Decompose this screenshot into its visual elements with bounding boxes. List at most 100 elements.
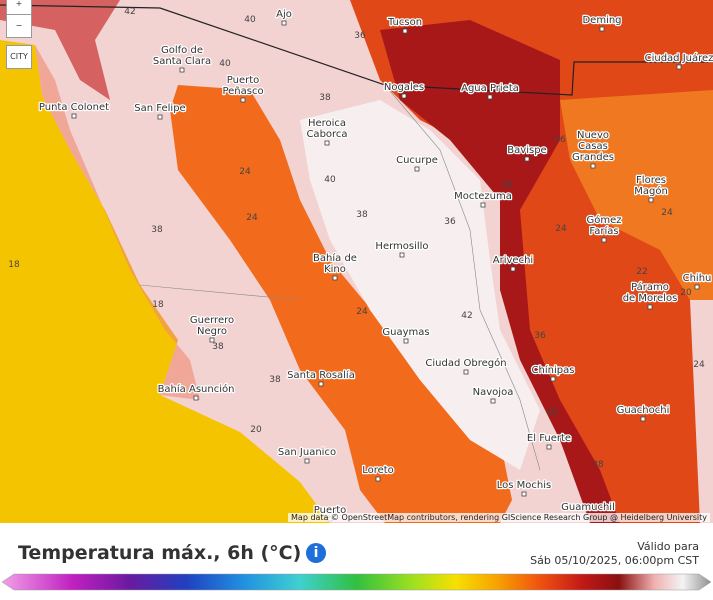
city-label: Moctezuma (454, 191, 512, 202)
contour-label: 40 (546, 408, 558, 418)
contour-label: 24 (555, 224, 567, 234)
contour-label: 36 (354, 31, 366, 41)
city-label: Loreto (362, 465, 394, 476)
city-label: El Fuerte (527, 433, 571, 444)
contour-label: 24 (246, 213, 258, 223)
city-marker (546, 444, 552, 450)
warm-zone (560, 90, 713, 300)
city-marker (375, 476, 381, 482)
border (0, 4, 713, 96)
city-marker (550, 376, 556, 382)
city-marker (524, 156, 530, 162)
contour-label: 42 (461, 311, 472, 321)
contour-label: 38 (592, 460, 604, 470)
contour-label: 24 (693, 360, 705, 370)
zoom-out-button[interactable]: − (6, 14, 32, 38)
city-label: Punta Colonet (39, 102, 109, 113)
city-label: Peñasco (222, 86, 263, 97)
city-marker (599, 26, 605, 32)
city-label: Guamuchil (561, 502, 615, 513)
city-marker (193, 395, 199, 401)
coastal-band (35, 45, 200, 400)
city-label: Kino (324, 264, 346, 275)
city-label: Heroica (308, 118, 346, 129)
info-button[interactable]: i (306, 543, 326, 563)
contour-label: 24 (239, 167, 251, 177)
contour-label: 38 (151, 225, 163, 235)
contour-label: 22 (636, 267, 647, 277)
city-marker (487, 94, 493, 100)
city-marker (480, 202, 486, 208)
city-marker (647, 304, 653, 310)
city-label: Magón (634, 185, 668, 197)
city-label: Nogales (384, 82, 424, 93)
contour-label: 40 (324, 175, 336, 185)
city-label: Ajo (276, 9, 292, 20)
city-label: Gómez (586, 214, 621, 226)
hot-zone (380, 20, 620, 523)
city-marker (304, 458, 310, 464)
city-label: Golfo de (161, 45, 203, 56)
city-marker (521, 491, 527, 497)
city-label: Cucurpe (396, 155, 438, 166)
city-marker (490, 398, 496, 404)
city-label: Nuevo (577, 130, 609, 141)
city-marker (157, 114, 163, 120)
city-marker (401, 93, 407, 99)
city-marker (463, 369, 469, 375)
city-label: Santa Clara (153, 56, 211, 67)
city-marker (324, 140, 330, 146)
city-label: Guachochi (617, 405, 670, 416)
city-label: Agua Prieta (461, 83, 519, 94)
city-marker (402, 28, 408, 34)
pacific-ocean (0, 40, 330, 523)
city-label: de Morelos (623, 293, 678, 304)
contour-label: 38 (356, 210, 368, 220)
city-marker (403, 338, 409, 344)
city-marker (640, 416, 646, 422)
city-label: Páramo (631, 281, 669, 293)
city-label: Caborca (306, 129, 347, 140)
contour-label: 42 (124, 7, 135, 17)
contour-label: 38 (212, 342, 224, 352)
city-label: Bahía Asunción (158, 383, 235, 395)
border (139, 284, 301, 301)
border (384, 84, 541, 471)
city-label: Ciudad Obregón (425, 357, 506, 369)
city-toggle[interactable]: CITY (6, 45, 32, 69)
color-bar (1, 573, 712, 591)
contour-label: 36 (444, 217, 456, 227)
city-label: Farías (589, 225, 618, 237)
city-label: San Juanico (278, 447, 336, 458)
city-marker (676, 64, 682, 70)
city-marker (209, 337, 215, 343)
contour-label: 18 (152, 300, 164, 310)
city-marker (648, 197, 654, 203)
city-label: Chínipas (532, 364, 575, 376)
contour-label: 40 (219, 59, 231, 69)
contour-label: 18 (8, 260, 20, 270)
city-label: Ciudad Juárez (645, 52, 713, 64)
valid-label: Válido para (637, 540, 699, 553)
city-marker (694, 284, 700, 290)
contour-label: 40 (244, 15, 256, 25)
city-marker (71, 113, 77, 119)
city-marker (590, 163, 596, 169)
city-label: Puerto (227, 75, 260, 86)
map[interactable]: 42 40 40 38 36 40 38 24 24 38 18 18 36 36 26 24 22 20 24 24… (0, 0, 713, 523)
contour-label: 20 (680, 288, 692, 298)
city-label: Guerrero (190, 315, 234, 326)
contour-label: 24 (661, 208, 673, 218)
city-label: Santa Rosalía (287, 369, 355, 381)
city-label: Flores (636, 175, 666, 186)
gulf-of-california (170, 85, 512, 523)
contour-label: 36 (501, 180, 513, 190)
city-marker (332, 275, 338, 281)
attribution: Map data © OpenStreetMap contributors, r… (288, 513, 710, 522)
cool-zone (300, 100, 540, 470)
contour-label: 36 (534, 331, 546, 341)
city-label: Bavispe (507, 145, 546, 156)
contour-label: 38 (269, 375, 281, 385)
city-marker (414, 166, 420, 172)
